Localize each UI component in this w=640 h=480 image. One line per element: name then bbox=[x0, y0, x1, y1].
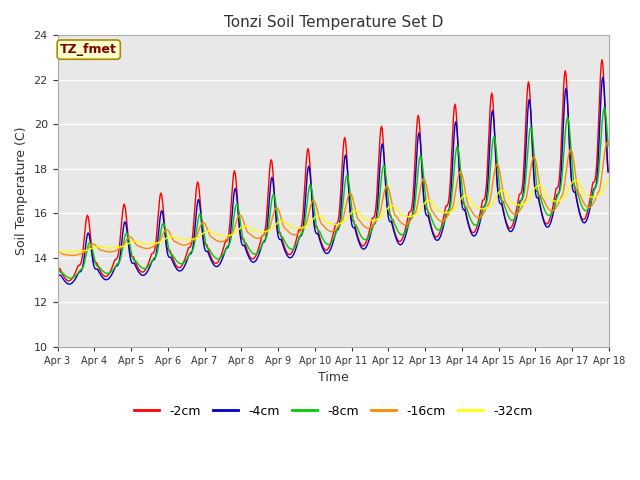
Legend: -2cm, -4cm, -8cm, -16cm, -32cm: -2cm, -4cm, -8cm, -16cm, -32cm bbox=[129, 400, 538, 423]
Text: TZ_fmet: TZ_fmet bbox=[60, 43, 117, 56]
Y-axis label: Soil Temperature (C): Soil Temperature (C) bbox=[15, 127, 28, 255]
X-axis label: Time: Time bbox=[318, 372, 349, 384]
Title: Tonzi Soil Temperature Set D: Tonzi Soil Temperature Set D bbox=[223, 15, 443, 30]
